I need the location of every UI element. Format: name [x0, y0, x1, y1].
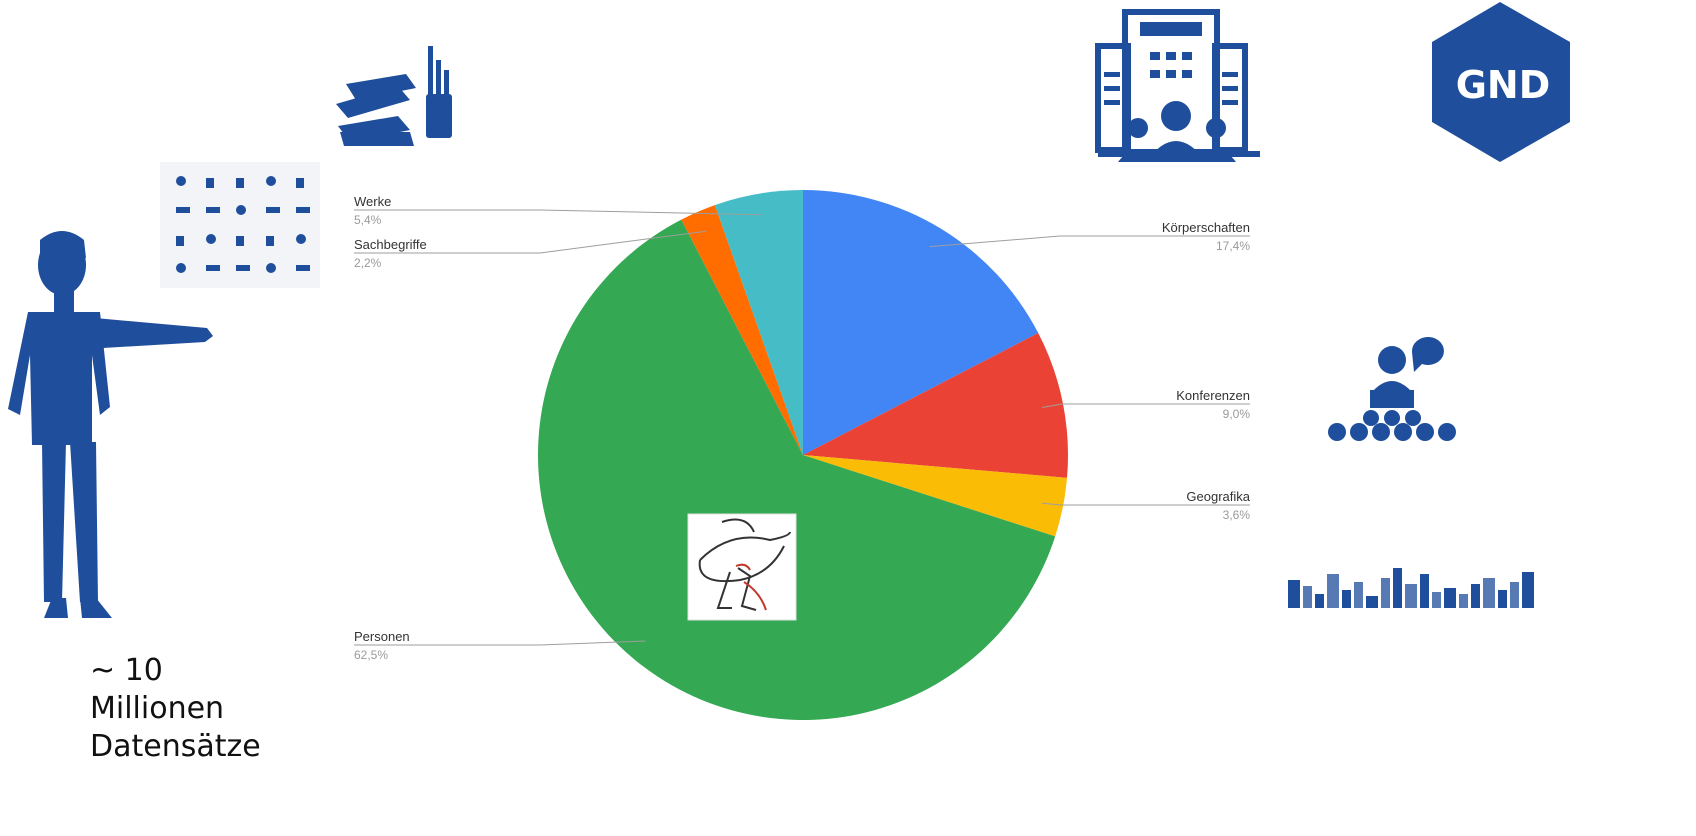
pie-labels: Körperschaften 17,4% Konferenzen 9,0% Geogra… [354, 194, 1251, 662]
books-icon [336, 46, 452, 146]
slice-label-geografika: Geografika [1186, 489, 1250, 504]
pie-slice-personen [538, 219, 1056, 720]
slice-percent-geografika: 3,6% [1223, 508, 1251, 522]
subject-symbol-icon [296, 207, 310, 213]
skyline-building-icon [1459, 594, 1468, 608]
slice-label-körperschaften: Körperschaften [1162, 220, 1250, 235]
subject-symbol-icon [266, 236, 274, 246]
skyline-building-icon [1510, 582, 1519, 608]
subject-symbol-icon [206, 178, 214, 188]
slice-percent-körperschaften: 17,4% [1216, 239, 1250, 253]
slice-label-sachbegriffe: Sachbegriffe [354, 237, 427, 252]
skyline-building-icon [1288, 580, 1300, 608]
subject-symbol-icon [236, 236, 244, 246]
caption-line-1: ~ 10 [90, 653, 163, 688]
record-count-caption: ~ 10 Millionen Datensätze [90, 652, 261, 766]
skyline-building-icon [1315, 594, 1324, 608]
slice-percent-werke: 5,4% [354, 213, 382, 227]
city-skyline-icon [1288, 568, 1534, 608]
leader-line-personen [354, 640, 646, 646]
skyline-building-icon [1303, 586, 1312, 608]
subject-symbol-icon [296, 265, 310, 271]
skyline-building-icon [1471, 584, 1480, 608]
skyline-building-icon [1483, 578, 1495, 608]
subject-symbol-icon [206, 207, 220, 213]
subject-icons-grid [160, 162, 320, 288]
skyline-building-icon [1420, 574, 1429, 608]
pie-chart [538, 190, 1068, 720]
skyline-building-icon [1381, 578, 1390, 608]
slice-percent-konferenzen: 9,0% [1223, 407, 1251, 421]
subject-symbol-icon [206, 234, 216, 244]
skyline-building-icon [1342, 590, 1351, 608]
slice-label-personen: Personen [354, 629, 410, 644]
slice-label-konferenzen: Konferenzen [1176, 388, 1250, 403]
skyline-building-icon [1432, 592, 1441, 608]
subject-symbol-icon [176, 263, 186, 273]
leader-line-konferenzen [1042, 403, 1250, 408]
leader-line-sachbegriffe [354, 230, 707, 254]
subject-symbol-icon [236, 265, 250, 271]
person-pointing-icon [8, 231, 213, 618]
slice-percent-personen: 62,5% [354, 648, 388, 662]
slice-percent-sachbegriffe: 2,2% [354, 256, 382, 270]
leader-line-körperschaften [929, 235, 1250, 248]
skyline-building-icon [1522, 572, 1534, 608]
pie-slice-konferenzen [803, 332, 1068, 478]
subject-symbol-icon [176, 236, 184, 246]
subject-symbol-icon [236, 178, 244, 188]
skyline-building-icon [1444, 588, 1456, 608]
conference-icon [1328, 337, 1456, 441]
subject-symbol-icon [206, 265, 220, 271]
gnd-logo: GND [1432, 2, 1570, 162]
subject-symbol-icon [266, 263, 276, 273]
subject-symbol-icon [296, 178, 304, 188]
gnd-logo-text: GND [1456, 63, 1551, 107]
pie-slice-werke [714, 190, 803, 455]
skyline-building-icon [1405, 584, 1417, 608]
skyline-building-icon [1498, 590, 1507, 608]
subject-symbol-icon [296, 234, 306, 244]
skyline-building-icon [1393, 568, 1402, 608]
person-sketch-image [687, 513, 797, 621]
skyline-building-icon [1354, 582, 1363, 608]
subject-symbol-icon [266, 176, 276, 186]
pie-slice-körperschaften [803, 190, 1039, 455]
leader-line-werke [354, 209, 762, 216]
caption-line-3: Datensätze [90, 729, 261, 764]
leader-line-geografika [1041, 502, 1250, 506]
organisation-people-icon [1104, 22, 1238, 162]
slice-label-werke: Werke [354, 194, 391, 209]
pie-slice-sachbegriffe [681, 205, 803, 455]
subject-symbol-icon [176, 207, 190, 213]
subject-symbol-icon [176, 176, 186, 186]
subject-symbol-icon [266, 207, 280, 213]
caption-line-2: Millionen [90, 691, 225, 726]
pie-slice-geografika [803, 455, 1068, 537]
skyline-building-icon [1366, 596, 1378, 608]
skyline-building-icon [1327, 574, 1339, 608]
subject-symbol-icon [236, 205, 246, 215]
